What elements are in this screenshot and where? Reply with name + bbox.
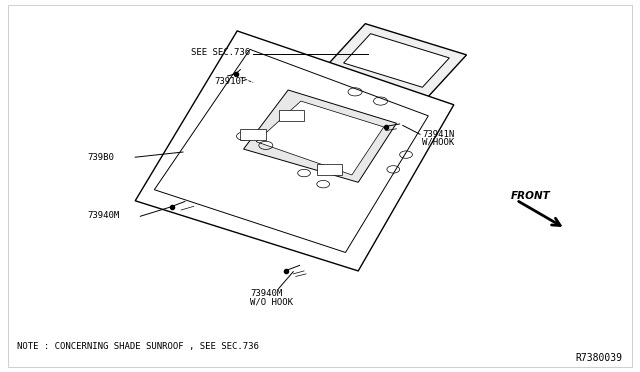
Text: 73941N: 73941N [422,130,454,139]
Text: 73910F: 73910F [215,77,247,86]
Polygon shape [278,110,304,121]
Polygon shape [317,164,342,175]
Text: W/HOOK: W/HOOK [422,138,454,147]
Polygon shape [244,90,396,182]
Text: SEE SEC.736: SEE SEC.736 [191,48,250,57]
Polygon shape [256,101,384,175]
Polygon shape [326,24,467,97]
Text: 73940M: 73940M [250,289,282,298]
Polygon shape [135,31,454,271]
Polygon shape [344,33,449,87]
Text: NOTE : CONCERNING SHADE SUNROOF , SEE SEC.736: NOTE : CONCERNING SHADE SUNROOF , SEE SE… [17,342,259,351]
Text: R7380039: R7380039 [576,353,623,363]
Text: 739B0: 739B0 [88,153,115,162]
Polygon shape [241,129,266,140]
Text: W/O HOOK: W/O HOOK [250,298,293,307]
Text: 73940M: 73940M [88,211,120,220]
Polygon shape [154,49,428,253]
Text: FRONT: FRONT [511,191,551,201]
